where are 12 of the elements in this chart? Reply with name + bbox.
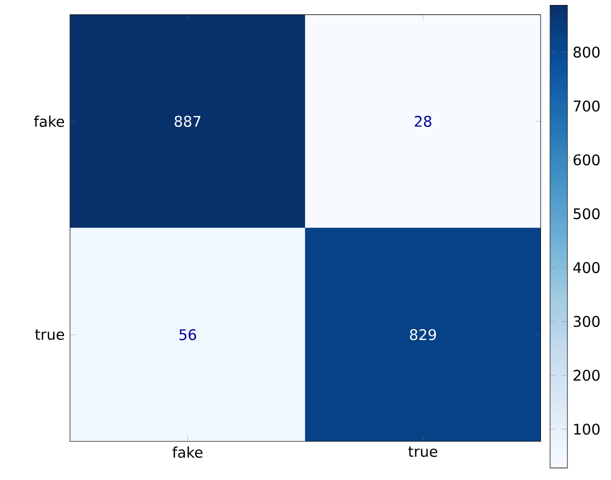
data-label: 829 [410, 329, 436, 340]
color-bar-label: 400 [573, 262, 600, 274]
data-label: 887 [174, 116, 200, 127]
color-bar-label: 200 [574, 370, 600, 381]
color-bar-label: 600 [574, 154, 600, 166]
color-bar-label: 700 [574, 100, 600, 112]
color-bar-label: 500 [574, 208, 600, 220]
color-bar-label: 800 [574, 46, 600, 58]
data-label: 56 [179, 329, 196, 340]
color-bar-label: 300 [574, 316, 600, 327]
data-label: 28 [414, 116, 432, 127]
color-bar-label: 100 [574, 424, 600, 435]
